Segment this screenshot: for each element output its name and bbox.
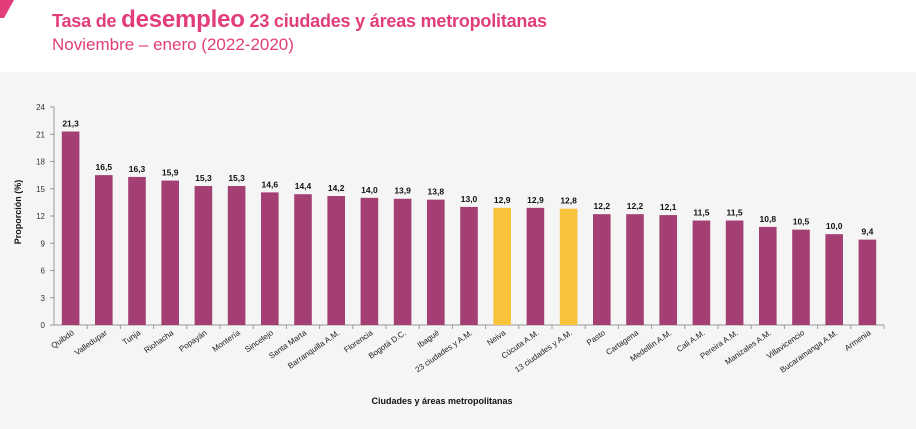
bar [161, 180, 179, 325]
data-label: 13,0 [461, 194, 478, 204]
bar [858, 239, 877, 325]
data-label: 10,5 [793, 217, 810, 227]
y-tick-label: 0 [41, 321, 46, 330]
y-tick-label: 9 [41, 239, 46, 248]
bar [261, 192, 279, 325]
category-label: Valledupar [73, 328, 109, 357]
bar [692, 220, 711, 325]
brand-corner-icon [0, 0, 14, 18]
data-label: 16,5 [96, 162, 113, 172]
bar [327, 196, 345, 325]
title-suffix: 23 ciudades y áreas metropolitanas [244, 11, 548, 31]
bar [128, 176, 146, 325]
y-tick-label: 24 [36, 103, 45, 112]
data-label: 12,9 [494, 195, 511, 205]
title-prefix: Tasa de [52, 11, 122, 31]
bar [759, 226, 777, 325]
data-label: 13,9 [394, 186, 411, 196]
bar [427, 199, 445, 325]
data-label: 12,1 [660, 202, 677, 212]
y-tick-label: 21 [36, 130, 45, 139]
y-tick-label: 15 [36, 185, 45, 194]
data-label: 12,2 [594, 201, 611, 211]
bar [360, 197, 379, 325]
data-label: 11,5 [727, 208, 743, 218]
category-label: Armenia [843, 328, 873, 353]
data-label: 14,4 [295, 181, 312, 191]
x-axis-label: Ciudades y áreas metropolitanas [371, 396, 512, 406]
bar [593, 214, 611, 325]
data-label: 12,8 [560, 196, 577, 206]
y-tick-label: 18 [36, 158, 45, 167]
y-tick-label: 6 [41, 267, 46, 276]
bar [792, 229, 810, 325]
category-label: Popayán [178, 328, 209, 353]
data-label: 14,2 [328, 183, 345, 193]
bar [95, 175, 113, 325]
data-label: 14,0 [361, 185, 378, 195]
category-label: Tunja [121, 328, 143, 347]
bar [393, 198, 412, 325]
category-label: Bucaramanga A.M. [778, 328, 839, 374]
data-label: 15,9 [162, 168, 179, 178]
bar [493, 207, 511, 325]
data-label: 15,3 [195, 173, 212, 183]
bar [626, 214, 644, 325]
chart-area: 0 3 6 9 12 15 18 21 24 21,3 Quibdó 16,5 Valledupar 1… [0, 72, 916, 429]
category-label: Bogotá D.C. [367, 328, 408, 360]
category-label: Pasto [585, 328, 607, 347]
data-label: 21,3 [62, 119, 79, 129]
category-label: Quibdó [49, 328, 76, 350]
bar-chart: 0 3 6 9 12 15 18 21 24 21,3 Quibdó 16,5 Valledupar 1… [13, 103, 885, 406]
category-label: Neiva [485, 328, 507, 347]
y-axis: 0 3 6 9 12 15 18 21 24 [36, 103, 885, 330]
data-label: 10,0 [826, 221, 843, 231]
data-label: 14,6 [262, 179, 279, 189]
bar [194, 186, 213, 325]
bar [725, 220, 744, 325]
y-tick-label: 12 [36, 212, 45, 221]
header: Tasa de desempleo 23 ciudades y áreas me… [0, 0, 916, 72]
bar [559, 208, 578, 325]
category-label: Ibagué [416, 328, 442, 350]
data-label: 10,8 [760, 214, 777, 224]
y-axis-label: Proporción (%) [13, 180, 23, 245]
bar [825, 234, 843, 325]
data-label: 9,4 [861, 227, 873, 237]
data-label: 12,9 [527, 195, 544, 205]
category-label: 13 ciudades y A.M. [513, 328, 574, 374]
y-tick-label: 3 [41, 294, 46, 303]
data-label: 12,2 [627, 201, 644, 211]
bar [659, 215, 677, 325]
category-label: Riohacha [142, 328, 175, 355]
title-emphasis: desempleo [121, 6, 245, 33]
bar [61, 131, 80, 325]
data-label: 11,5 [693, 208, 709, 218]
bar [227, 186, 246, 325]
data-label: 15,3 [228, 173, 245, 183]
data-label: 16,3 [129, 164, 146, 174]
bar [460, 206, 478, 325]
bar [526, 207, 545, 325]
bars: 21,3 Quibdó 16,5 Valledupar 16,3 Tunja 15,9 Rio… [49, 119, 877, 375]
category-label: 23 ciudades y A.M. [414, 328, 475, 374]
data-label: 13,8 [428, 187, 445, 197]
page-title: Tasa de desempleo 23 ciudades y áreas me… [52, 6, 547, 34]
page-subtitle: Noviembre – enero (2022-2020) [52, 35, 294, 54]
category-label: Montería [211, 328, 242, 354]
bar [294, 194, 312, 325]
